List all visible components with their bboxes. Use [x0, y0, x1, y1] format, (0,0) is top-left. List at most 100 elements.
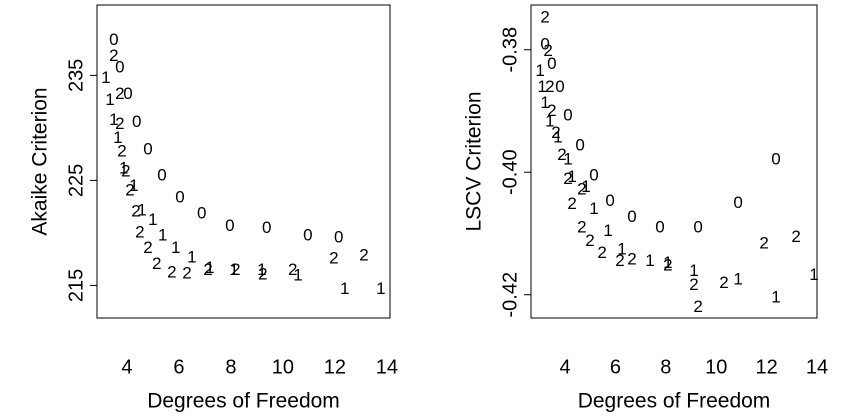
y-tick-label: -0.38 — [499, 27, 521, 73]
point-symbol: 0 — [109, 30, 118, 49]
x-tick-label: 12 — [755, 356, 777, 378]
x-tick-label: 14 — [806, 356, 828, 378]
point-symbol: 2 — [615, 251, 624, 270]
point-symbol: 1 — [105, 90, 114, 109]
point-symbol: 2 — [759, 233, 768, 252]
x-tick-label: 10 — [272, 356, 294, 378]
point-symbol: 2 — [288, 260, 297, 279]
x-tick-label: 14 — [376, 356, 398, 378]
point-symbol: 2 — [545, 77, 554, 96]
point-symbol: 2 — [143, 238, 152, 257]
point-symbol: 2 — [135, 222, 144, 241]
point-symbol: 0 — [547, 54, 556, 73]
y-axis-label: LSCV Criterion — [463, 91, 486, 231]
point-symbol: 1 — [229, 260, 238, 279]
point-symbol: 1 — [603, 221, 612, 240]
point-symbol: 0 — [575, 135, 584, 154]
x-tick-label: 6 — [173, 356, 184, 378]
x-tick-label: 4 — [121, 356, 132, 378]
x-tick-label: 10 — [705, 356, 727, 378]
point-symbol: 0 — [303, 226, 312, 245]
point-symbol: 0 — [627, 207, 636, 226]
point-symbol: 0 — [563, 105, 572, 124]
point-symbol: 2 — [125, 180, 134, 199]
point-symbol: 0 — [655, 217, 664, 236]
point-symbol: 1 — [545, 111, 554, 130]
point-symbol: 2 — [359, 246, 368, 265]
y-tick-label: 225 — [65, 164, 87, 197]
x-tick-label: 8 — [225, 356, 236, 378]
point-symbol: 0 — [123, 84, 132, 103]
point-symbol: 2 — [597, 243, 606, 262]
point-symbol: 1 — [553, 127, 562, 146]
point-symbol: 2 — [182, 263, 191, 282]
point-symbol: 2 — [547, 101, 556, 120]
point-symbol: 2 — [627, 249, 636, 268]
y-axis-label: Akaike Criterion — [29, 87, 52, 235]
point-symbol: 1 — [563, 149, 572, 168]
point-symbol: 2 — [167, 262, 176, 281]
point-symbol: 2 — [577, 217, 586, 236]
point-symbol: 1 — [376, 279, 385, 298]
point-symbol: 1 — [158, 226, 167, 245]
point-symbol: 2 — [203, 260, 212, 279]
point-symbol: 0 — [225, 216, 234, 235]
x-axis-label: Degrees of Freedom — [147, 390, 340, 413]
point-symbol: 0 — [175, 188, 184, 207]
point-symbol: 0 — [733, 193, 742, 212]
point-symbol: 0 — [157, 166, 166, 185]
point-symbol: 1 — [771, 287, 780, 306]
point-symbol: 1 — [581, 177, 590, 196]
point-symbol: 2 — [693, 297, 702, 316]
point-symbol: 1 — [617, 239, 626, 258]
point-symbol: 2 — [121, 161, 130, 180]
point-symbol: 1 — [809, 265, 818, 284]
point-symbol: 1 — [101, 68, 110, 87]
x-tick-label: 6 — [610, 356, 621, 378]
x-tick-label: 8 — [660, 356, 671, 378]
point-symbol: 2 — [231, 260, 240, 279]
point-symbol: 0 — [115, 58, 124, 77]
point-symbol: 2 — [152, 254, 161, 273]
point-symbol: 0 — [132, 112, 141, 131]
point-symbol: 0 — [693, 217, 702, 236]
point-symbol: 2 — [117, 142, 126, 161]
point-symbol: 1 — [148, 210, 157, 229]
point-symbol: 1 — [537, 77, 546, 96]
point-symbol: 0 — [143, 139, 152, 158]
plot-box — [530, 4, 818, 319]
point-symbol: 0 — [589, 165, 598, 184]
x-tick-label: 12 — [324, 356, 346, 378]
x-tick-label: 4 — [559, 356, 570, 378]
point-symbol: 1 — [293, 265, 302, 284]
point-symbol: 2 — [791, 227, 800, 246]
y-tick-label: 235 — [65, 59, 87, 92]
point-symbol: 0 — [197, 204, 206, 223]
point-symbol: 0 — [771, 149, 780, 168]
point-symbol: 2 — [540, 7, 549, 26]
point-symbol: 2 — [258, 264, 267, 283]
point-symbol: 2 — [577, 179, 586, 198]
point-symbol: 2 — [131, 201, 140, 220]
point-symbol: 1 — [689, 261, 698, 280]
point-symbol: 2 — [329, 249, 338, 268]
point-symbol: 2 — [543, 41, 552, 60]
x-axis-label: Degrees of Freedom — [578, 390, 771, 413]
point-symbol: 2 — [689, 275, 698, 294]
y-tick-label: 215 — [65, 269, 87, 302]
point-symbol: 2 — [563, 169, 572, 188]
point-symbol: 1 — [257, 260, 266, 279]
y-tick-label: -0.42 — [499, 272, 521, 318]
point-symbol: 1 — [535, 61, 544, 80]
point-symbol: 0 — [540, 34, 549, 53]
point-symbol: 1 — [540, 93, 549, 112]
point-symbol: 1 — [205, 258, 214, 277]
point-symbol: 1 — [589, 199, 598, 218]
point-symbol: 1 — [109, 110, 118, 129]
point-symbol: 2 — [115, 84, 124, 103]
point-symbol: 2 — [557, 145, 566, 164]
point-symbol: 0 — [334, 228, 343, 247]
point-symbol: 0 — [262, 218, 271, 237]
point-symbol: 1 — [137, 200, 146, 219]
